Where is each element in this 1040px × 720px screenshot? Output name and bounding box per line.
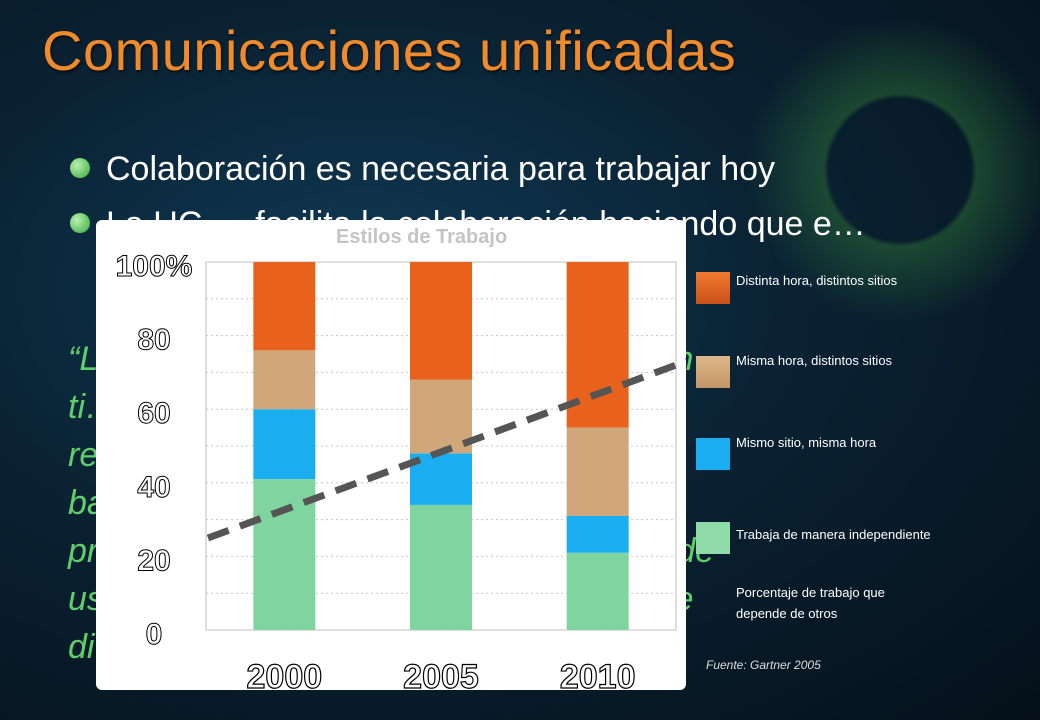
bar-segment-mismo-sitio [566,515,629,553]
slide-title: Comunicaciones unificadas [42,19,737,82]
legend-label-misma-hora: Misma hora, distintos sitios [736,353,893,368]
stacked-bar-chart: 100% 80 60 40 20 0 2000 2005 2010 [115,250,686,690]
bar-segment-misma-hora [253,350,316,410]
y-tick-label: 60 [137,397,170,430]
bar-segment-distinta-hora [253,262,316,351]
y-tick-label: 20 [137,544,170,577]
x-tick-label: 2005 [403,658,479,690]
chart-legend: Distinta hora, distintos sitios Misma ho… [686,262,936,642]
legend-swatch-distinta-hora [696,272,730,304]
y-tick-label: 0 [146,618,163,651]
bullet-dot-icon [70,158,90,179]
bar-segment-mismo-sitio [253,409,316,480]
bullet-item-1: Colaboración es necesaria para trabajar … [70,150,775,189]
source-note: Fuente: Gartner 2005 [706,658,821,672]
bullet-text: Colaboración es necesaria para trabajar … [106,150,776,188]
bar-segment-misma-hora [410,379,472,454]
legend-swatch-misma-hora [696,356,730,388]
legend-label-independiente: Trabaja de manera independiente [736,527,931,542]
bullet-dot-icon [70,213,90,234]
y-tick-label: 40 [137,471,170,504]
legend-swatch-mismo-sitio [696,438,730,470]
y-tick-label: 80 [137,324,170,357]
x-tick-label: 2010 [560,658,636,690]
legend-label-mismo-sitio: Mismo sitio, misma hora [736,435,877,450]
chart-title: Estilos de Trabajo [336,226,508,248]
y-tick-label: 100% [116,250,193,283]
trend-line [206,357,686,542]
decorative-dot-ring [720,0,1040,350]
legend-swatch-independiente [696,522,730,554]
legend-label-trend: Porcentaje de trabajo que depende de otr… [736,585,885,621]
bar-segment-independiente [410,504,472,630]
bar-segment-misma-hora [566,427,629,516]
legend-label-distinta-hora: Distinta hora, distintos sitios [736,273,898,288]
x-tick-label: 2000 [247,658,323,690]
bar-segment-distinta-hora [410,262,472,380]
bar-segment-independiente [566,552,629,630]
